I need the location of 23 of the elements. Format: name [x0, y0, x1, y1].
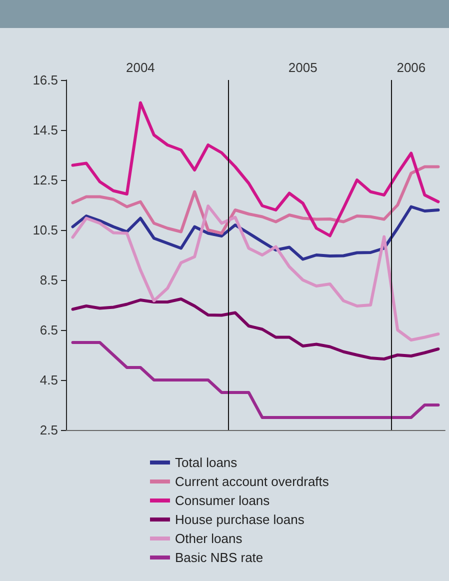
y-tick-label: 12.5: [32, 172, 58, 188]
y-tick-label: 10.5: [32, 222, 58, 238]
x-tick-label: 2006: [396, 60, 426, 75]
y-tick-label: 6.5: [40, 322, 58, 338]
x-tick-label: 2005: [288, 60, 318, 75]
y-tick-label: 8.5: [40, 272, 58, 288]
line-series: [71, 205, 440, 261]
legend-label: Consumer loans: [175, 493, 270, 508]
y-tick-label: 2.5: [40, 422, 58, 438]
line-series: [71, 341, 440, 419]
line-series: [71, 165, 440, 235]
y-tick-label: 14.5: [32, 122, 58, 138]
legend-label: Total loans: [175, 455, 238, 470]
legend-label: Current account overdrafts: [175, 474, 330, 489]
legend-label: Basic NBS rate: [175, 550, 264, 565]
x-tick-label: 2004: [126, 60, 155, 75]
y-tick-label: 16.5: [32, 72, 58, 88]
line-series: [71, 298, 440, 360]
y-tick-label: 4.5: [40, 372, 58, 388]
line-series: [71, 204, 440, 342]
legend-label: House purchase loans: [175, 512, 305, 527]
line-series: [71, 101, 440, 238]
legend-label: Other loans: [175, 531, 243, 546]
